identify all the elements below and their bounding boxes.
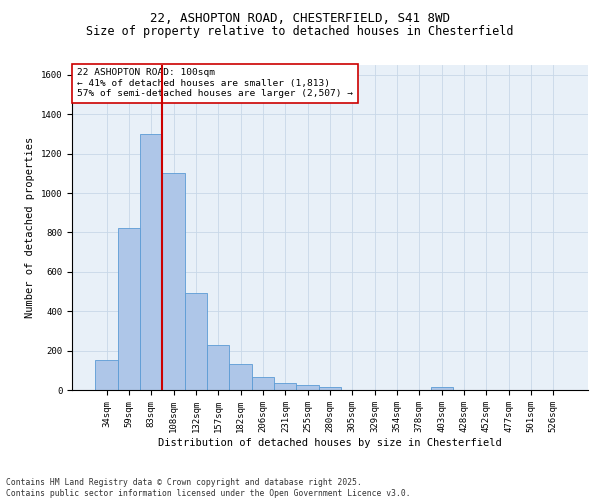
- Bar: [319, 387, 341, 390]
- Y-axis label: Number of detached properties: Number of detached properties: [25, 137, 35, 318]
- Bar: [229, 364, 252, 390]
- Bar: [95, 360, 118, 390]
- Text: Contains HM Land Registry data © Crown copyright and database right 2025.
Contai: Contains HM Land Registry data © Crown c…: [6, 478, 410, 498]
- Bar: [163, 174, 185, 390]
- Bar: [431, 387, 453, 390]
- Bar: [118, 228, 140, 390]
- Bar: [252, 377, 274, 390]
- Text: 22 ASHOPTON ROAD: 100sqm
← 41% of detached houses are smaller (1,813)
57% of sem: 22 ASHOPTON ROAD: 100sqm ← 41% of detach…: [77, 68, 353, 98]
- Text: Size of property relative to detached houses in Chesterfield: Size of property relative to detached ho…: [86, 25, 514, 38]
- X-axis label: Distribution of detached houses by size in Chesterfield: Distribution of detached houses by size …: [158, 438, 502, 448]
- Text: 22, ASHOPTON ROAD, CHESTERFIELD, S41 8WD: 22, ASHOPTON ROAD, CHESTERFIELD, S41 8WD: [150, 12, 450, 26]
- Bar: [296, 384, 319, 390]
- Bar: [274, 382, 296, 390]
- Bar: [185, 292, 207, 390]
- Bar: [140, 134, 163, 390]
- Bar: [207, 344, 229, 390]
